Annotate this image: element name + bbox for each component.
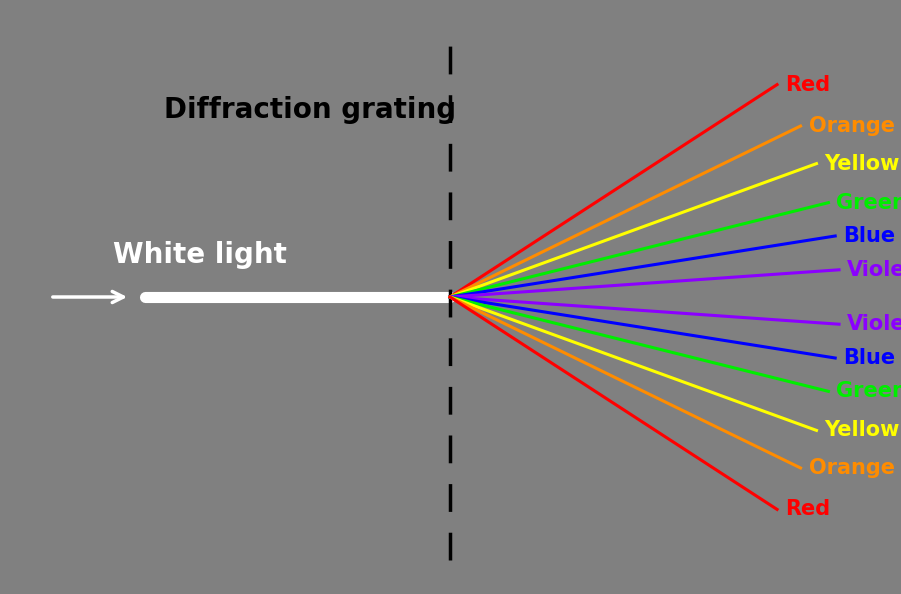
Text: Blue: Blue: [843, 348, 896, 368]
Text: Yellow: Yellow: [824, 154, 900, 173]
Text: Green: Green: [836, 381, 901, 402]
Text: White light: White light: [113, 241, 287, 269]
Text: Violet: Violet: [847, 314, 901, 334]
Text: Orange: Orange: [808, 458, 895, 478]
Text: Diffraction grating: Diffraction grating: [164, 96, 456, 124]
Text: Green: Green: [836, 192, 901, 213]
Text: Red: Red: [785, 500, 830, 519]
Text: Red: Red: [785, 75, 830, 94]
Text: Blue: Blue: [843, 226, 896, 246]
Text: Violet: Violet: [847, 260, 901, 280]
Text: Orange: Orange: [808, 116, 895, 136]
Text: Yellow: Yellow: [824, 421, 900, 440]
